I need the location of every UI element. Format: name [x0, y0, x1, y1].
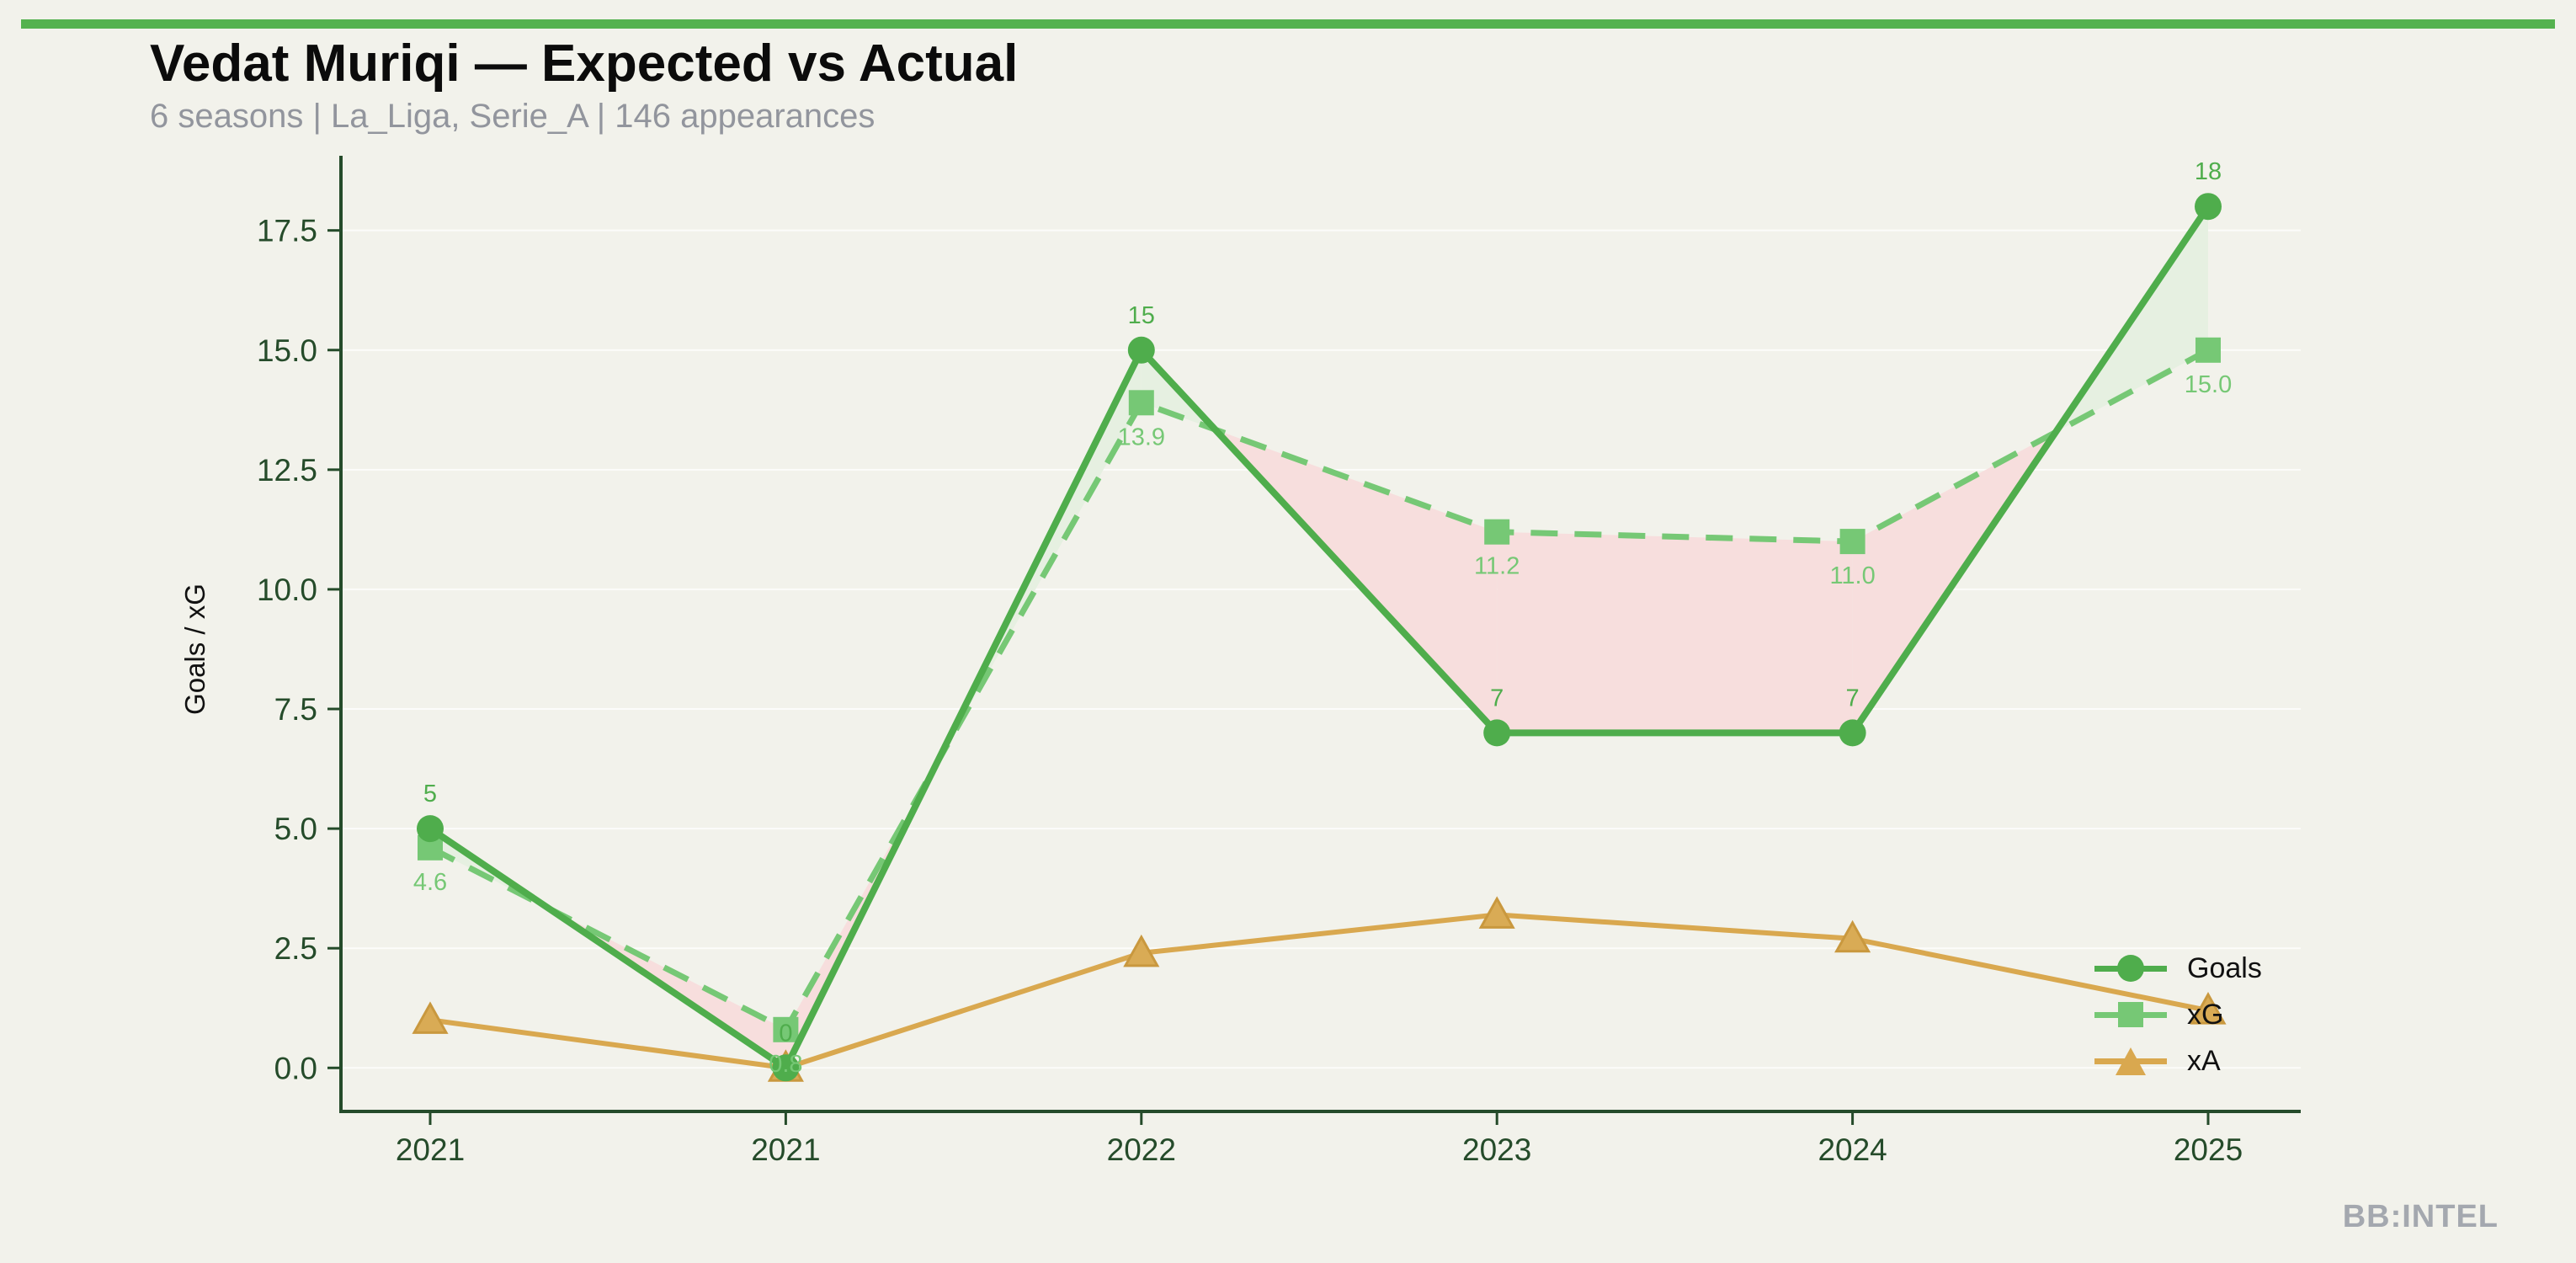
- goals-value-label: 5: [423, 781, 437, 807]
- xg-marker: [1839, 529, 1865, 555]
- y-tick-label: 12.5: [257, 453, 317, 488]
- goals-value-label: 0: [779, 1020, 792, 1047]
- goals-marker: [1839, 719, 1866, 747]
- goals-value-label: 18: [2195, 158, 2222, 185]
- watermark: BB:INTEL: [2342, 1199, 2499, 1234]
- xa-marker: [2190, 992, 2227, 1025]
- goals-line: [427, 203, 2211, 1072]
- xa-legend-marker-icon: [2094, 1042, 2167, 1079]
- goals-marker: [772, 1054, 800, 1082]
- y-axis-title: Goals / xG: [179, 584, 210, 715]
- xg-value-label: 0.8: [769, 1051, 802, 1078]
- xg-marker: [773, 1016, 799, 1042]
- x-tick-label: 2021: [396, 1132, 465, 1167]
- y-tick-label: 5.0: [274, 812, 317, 846]
- x-tick-label: 2025: [2174, 1132, 2243, 1167]
- xg-marker: [2195, 337, 2221, 363]
- xg-line: [428, 347, 2210, 1033]
- legend-item-goals: Goals: [2094, 950, 2262, 987]
- xg-value-label: 15.0: [2185, 371, 2232, 398]
- goals-value-label: 7: [1846, 685, 1860, 711]
- y-tick-label: 7.5: [274, 692, 317, 727]
- y-tick-label: 15.0: [257, 333, 317, 368]
- goals-marker: [1483, 719, 1511, 747]
- legend: Goals xG xA: [2094, 950, 2262, 1079]
- legend-label-goals: Goals: [2187, 951, 2262, 984]
- legend-label-xg: xG: [2187, 998, 2224, 1031]
- legend-item-xg: xG: [2094, 996, 2262, 1033]
- x-tick-label: 2024: [1818, 1132, 1887, 1167]
- x-tick-label: 2023: [1462, 1132, 1531, 1167]
- x-tick-label: 2021: [751, 1132, 820, 1167]
- goals-marker: [1127, 336, 1155, 364]
- accent-bar: [21, 19, 2555, 29]
- page-title: Vedat Muriqi — Expected vs Actual: [150, 35, 1019, 93]
- xa-line: [429, 912, 2209, 1071]
- fill-underperformance: [1497, 531, 1853, 733]
- xg-value-label: 4.6: [413, 869, 447, 896]
- legend-item-xa: xA: [2094, 1042, 2262, 1079]
- xa-marker: [1834, 919, 1871, 953]
- y-tick-label: 0.0: [274, 1051, 317, 1085]
- goals-value-label: 7: [1490, 685, 1504, 711]
- goals-legend-marker-icon: [2094, 950, 2167, 987]
- xg-marker: [1128, 390, 1154, 416]
- y-tick-label: 17.5: [257, 214, 317, 248]
- legend-label-xa: xA: [2187, 1044, 2221, 1077]
- goals-marker: [417, 815, 444, 843]
- xg-value-label: 13.9: [1118, 424, 1165, 450]
- xg-legend-marker-icon: [2094, 996, 2167, 1033]
- goals-marker: [2195, 193, 2222, 221]
- x-tick-label: 2022: [1107, 1132, 1176, 1167]
- xa-marker: [1478, 896, 1515, 929]
- xa-marker: [412, 1001, 449, 1034]
- y-tick-label: 10.0: [257, 573, 317, 607]
- goals-value-label: 15: [1128, 302, 1155, 329]
- xa-marker: [1123, 934, 1160, 967]
- page-subtitle: 6 seasons | La_Liga, Serie_A | 146 appea…: [150, 98, 876, 135]
- xg-value-label: 11.0: [1829, 562, 1875, 589]
- y-tick-label: 2.5: [274, 931, 317, 966]
- xg-marker: [1484, 519, 1510, 545]
- xg-value-label: 11.2: [1474, 553, 1520, 580]
